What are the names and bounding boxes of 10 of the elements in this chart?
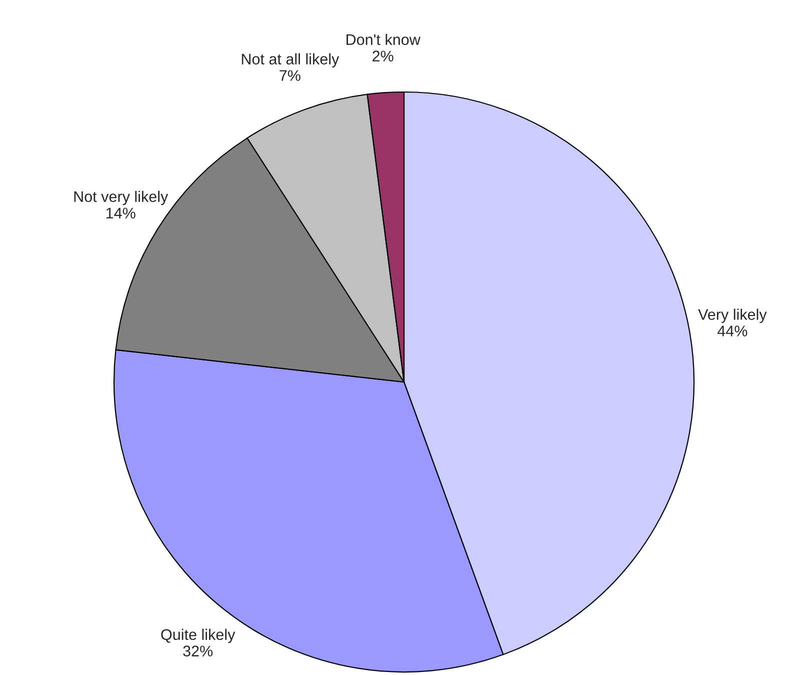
slice-label: Very likely bbox=[698, 308, 767, 323]
data-label: 2% bbox=[372, 50, 394, 62]
slice-label: Not at all likely bbox=[242, 53, 340, 68]
data-label: 14% bbox=[106, 208, 136, 218]
slice-label: Quite likely bbox=[161, 628, 236, 644]
data-label: 44% bbox=[717, 326, 748, 336]
data-label: 7% bbox=[280, 70, 300, 81]
slice-label: Don't know bbox=[346, 34, 420, 46]
data-label: 32% bbox=[183, 646, 213, 656]
slice-label: Not very likely bbox=[74, 190, 168, 206]
